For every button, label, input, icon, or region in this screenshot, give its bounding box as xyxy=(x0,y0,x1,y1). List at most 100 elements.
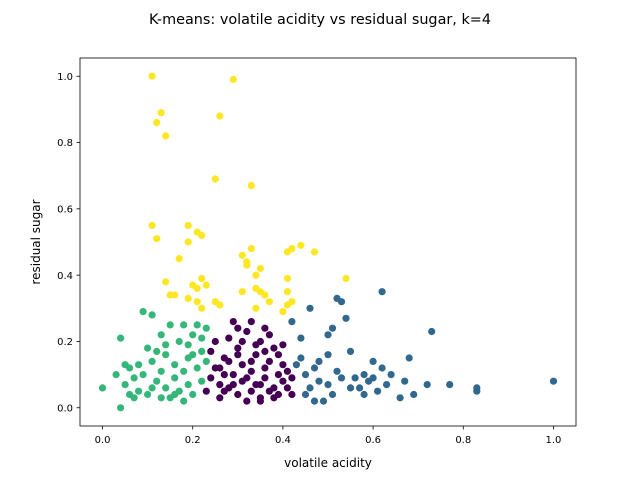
y-axis-ticks: 0.0 0.2 0.4 0.6 0.8 1.0 xyxy=(57,72,80,414)
scatter-point xyxy=(175,255,183,263)
scatter-point xyxy=(297,354,305,362)
scatter-point xyxy=(310,248,319,256)
scatter-point xyxy=(135,387,143,395)
scatter-point xyxy=(229,371,237,379)
scatter-point xyxy=(220,371,228,379)
scatter-point xyxy=(342,274,350,283)
scatter-point xyxy=(234,390,242,399)
scatter-point xyxy=(139,371,147,379)
scatter-point xyxy=(283,274,291,283)
scatter-point xyxy=(162,341,170,349)
scatter-point xyxy=(130,394,138,402)
scatter-point xyxy=(117,404,125,412)
scatter-point xyxy=(369,374,377,382)
x-tick-label: 0.6 xyxy=(365,435,381,446)
scatter-point xyxy=(234,324,242,332)
scatter-point xyxy=(283,288,291,296)
scatter-point xyxy=(184,221,192,229)
scatter-point xyxy=(144,390,152,399)
scatter-point xyxy=(243,374,251,382)
scatter-point xyxy=(360,371,368,379)
scatter-point xyxy=(337,298,346,306)
scatter-point xyxy=(216,112,224,120)
y-axis-label: residual sugar xyxy=(29,199,43,284)
scatter-point xyxy=(401,377,409,385)
scatter-point xyxy=(180,367,188,375)
scatter-point xyxy=(247,367,255,375)
scatter-point xyxy=(117,334,125,342)
scatter-point xyxy=(378,288,386,296)
scatter-point xyxy=(225,357,233,365)
scatter-point xyxy=(184,341,192,349)
scatter-point xyxy=(98,384,107,392)
y-tick-label: 0.4 xyxy=(57,271,73,282)
scatter-point xyxy=(184,238,192,246)
scatter-point xyxy=(346,347,355,355)
scatter-point xyxy=(139,308,147,316)
scatter-point xyxy=(351,374,359,382)
scatter-point xyxy=(198,304,206,312)
scatter-point xyxy=(261,291,269,299)
plot-frame xyxy=(79,57,577,427)
scatter-point xyxy=(162,278,170,286)
scatter-point xyxy=(243,327,251,336)
scatter-point xyxy=(207,347,215,355)
scatter-point xyxy=(283,248,291,256)
scatter-point xyxy=(202,387,210,395)
scatter-point xyxy=(243,261,251,269)
scatter-point xyxy=(121,361,129,369)
scatter-point xyxy=(216,364,224,372)
scatter-point xyxy=(473,387,481,395)
scatter-point xyxy=(193,321,201,329)
scatter-point xyxy=(337,374,346,382)
scatter-point xyxy=(157,331,165,339)
scatter-point xyxy=(112,371,120,379)
scatter-point xyxy=(198,334,206,342)
scatter-point xyxy=(211,175,219,183)
scatter-point xyxy=(274,351,282,359)
scatter-point xyxy=(297,334,305,342)
scatter-point xyxy=(279,361,287,369)
scatter-point xyxy=(202,281,210,289)
scatter-point xyxy=(369,357,377,365)
scatter-point xyxy=(288,298,296,306)
scatter-point xyxy=(157,367,165,375)
scatter-point xyxy=(135,361,143,369)
scatter-point xyxy=(193,364,201,372)
scatter-point xyxy=(301,390,310,399)
plot-area xyxy=(80,58,576,426)
y-tick-label: 0.6 xyxy=(57,204,73,215)
scatter-point xyxy=(374,387,382,395)
scatter-point xyxy=(193,298,201,306)
scatter-point xyxy=(162,384,170,392)
scatter-point xyxy=(306,384,314,392)
scatter-point xyxy=(252,304,260,312)
scatter-point xyxy=(274,371,282,379)
scatter-point xyxy=(324,351,332,359)
scatter-point xyxy=(171,291,179,299)
scatter-point xyxy=(342,314,350,322)
scatter-point xyxy=(265,298,273,306)
scatter-point xyxy=(184,294,192,302)
scatter-point xyxy=(180,397,188,405)
y-tick-label: 0.2 xyxy=(57,337,73,348)
scatter-point xyxy=(387,371,395,379)
scatter-point xyxy=(396,394,404,402)
scatter-point xyxy=(238,361,246,369)
scatter-point xyxy=(315,377,323,385)
scatter-point xyxy=(265,357,273,365)
scatter-point xyxy=(378,364,386,372)
scatter-point xyxy=(202,324,210,332)
x-axis-label: volatile acidity xyxy=(284,456,372,470)
scatter-point xyxy=(171,361,179,369)
scatter-point xyxy=(153,119,161,127)
scatter-point xyxy=(265,331,273,339)
scatter-point xyxy=(162,351,170,359)
scatter-point xyxy=(121,381,129,389)
scatter-point xyxy=(256,381,264,389)
scatter-point xyxy=(189,390,197,399)
scatter-point xyxy=(148,357,156,365)
scatter-point xyxy=(423,381,431,389)
scatter-point xyxy=(333,367,341,375)
scatter-point xyxy=(288,318,296,326)
